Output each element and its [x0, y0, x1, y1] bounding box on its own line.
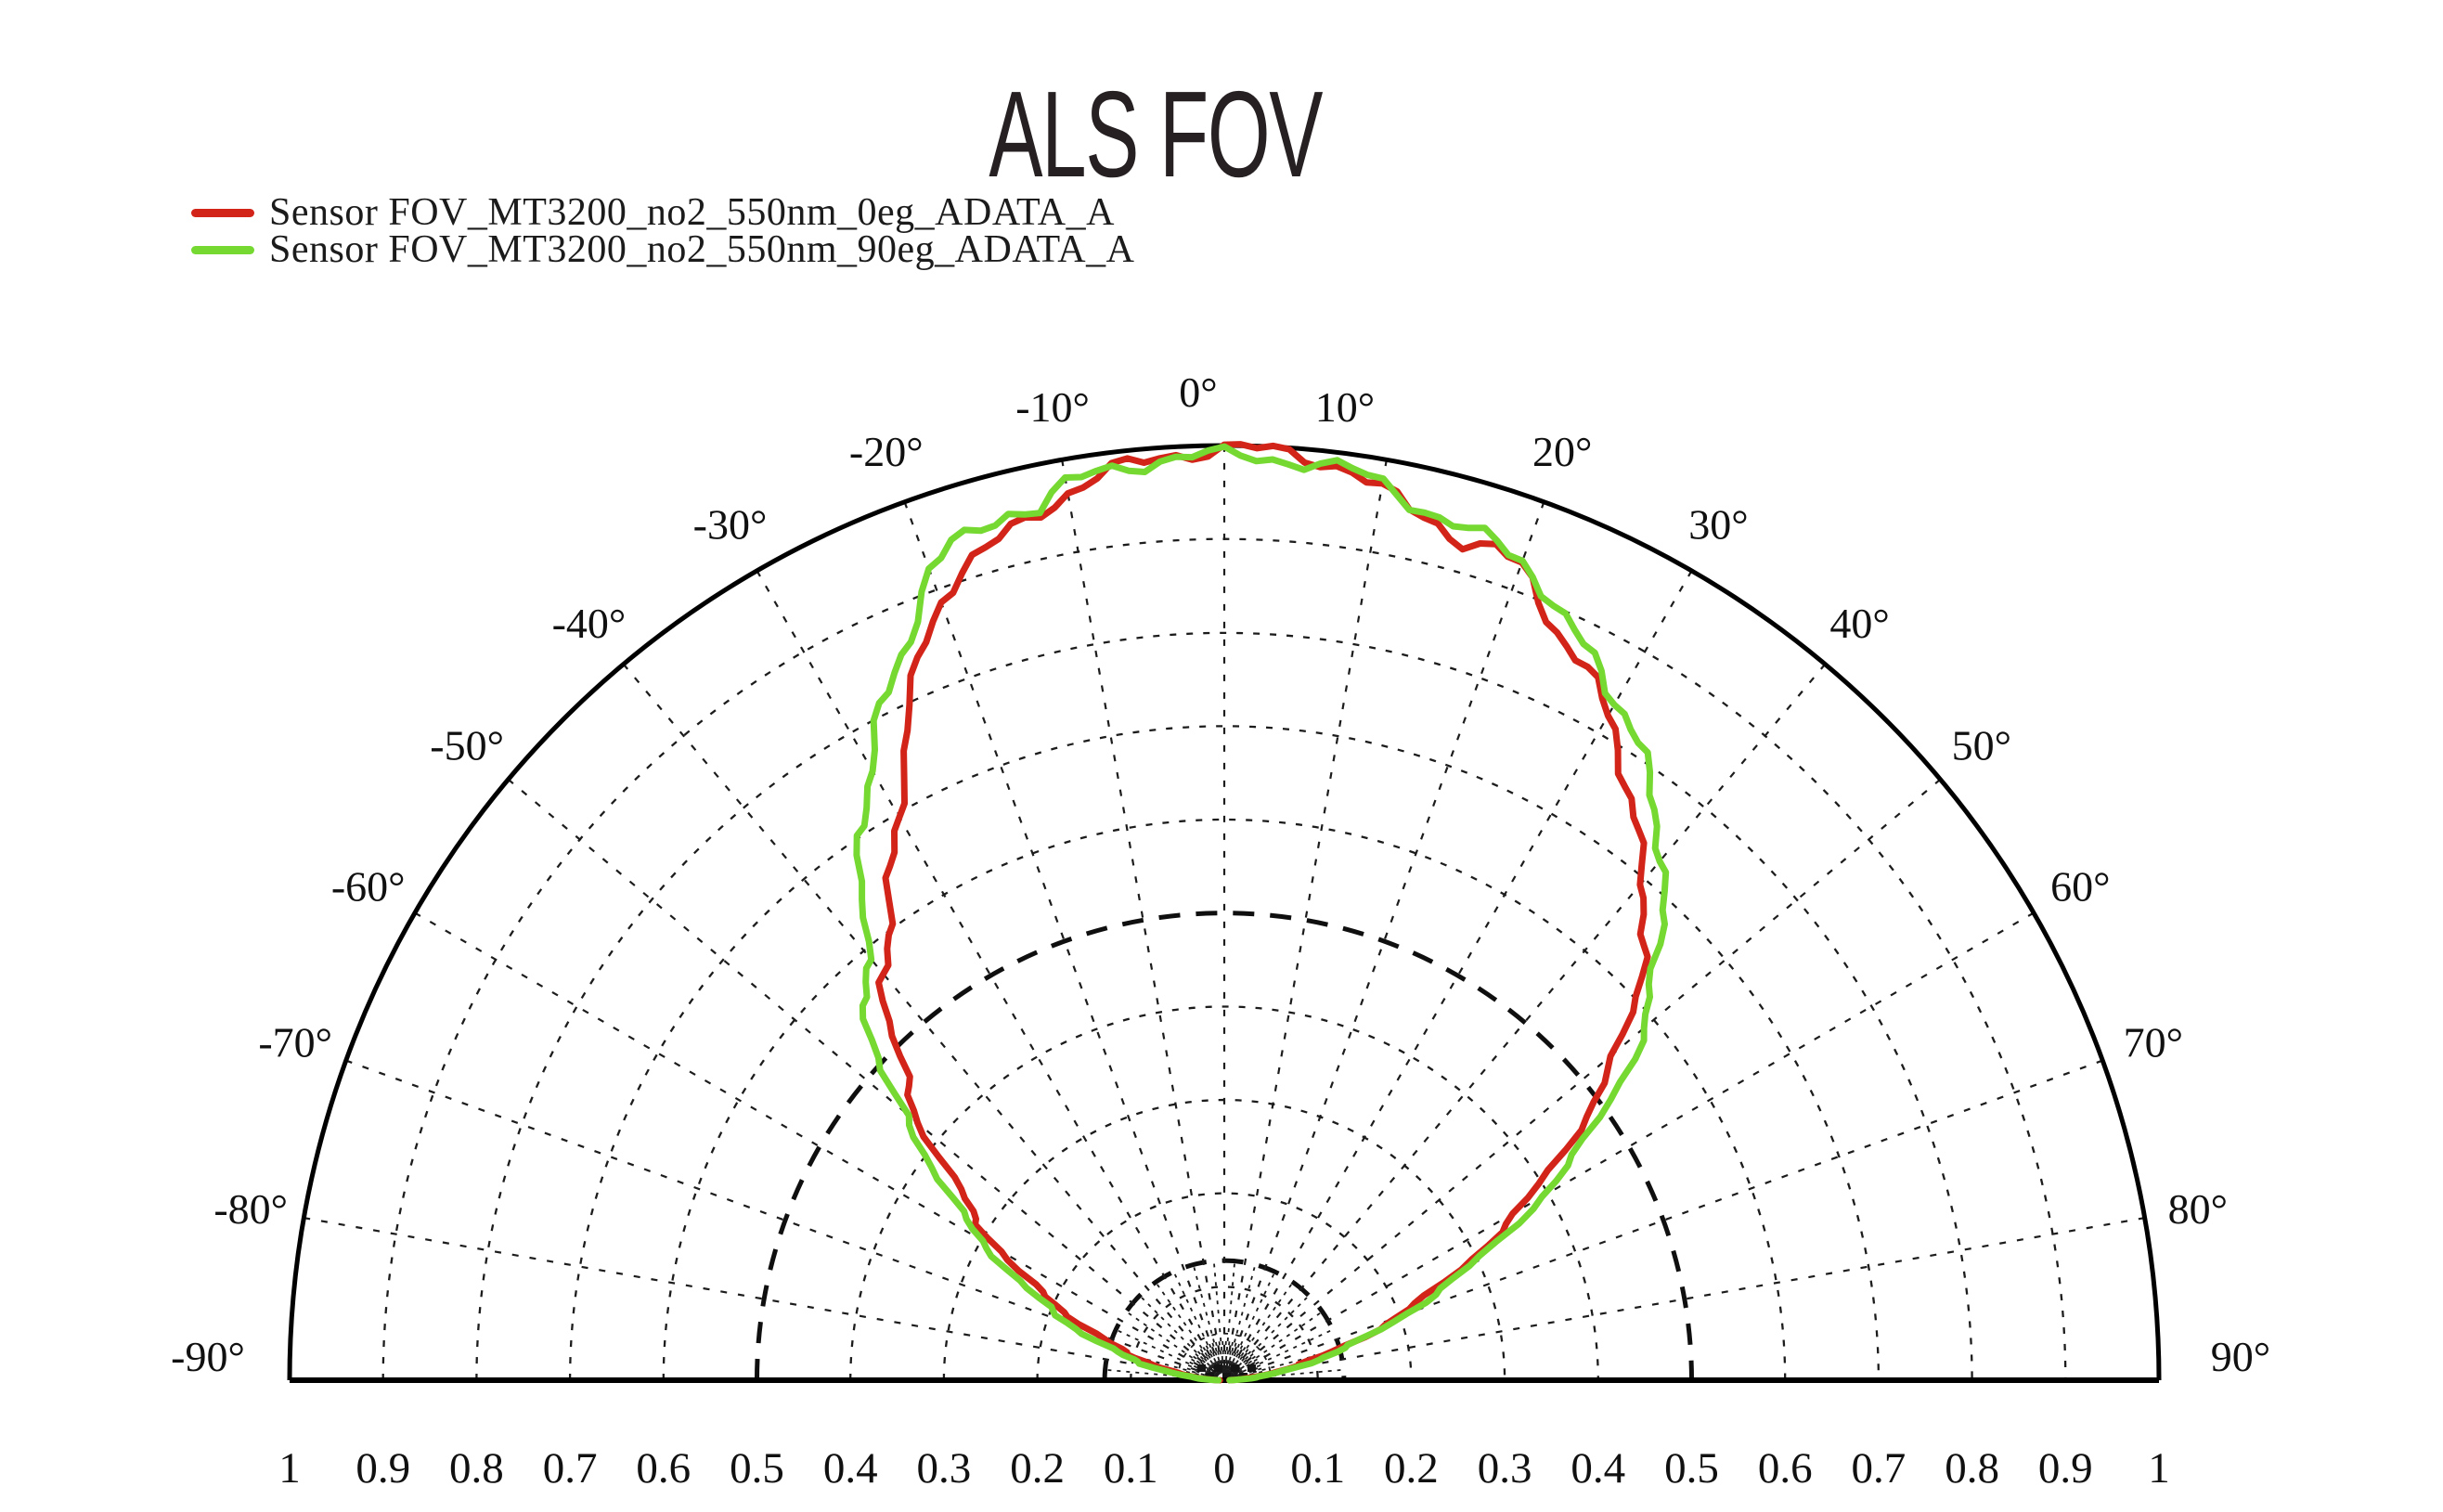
r-axis-label: 1: [278, 1444, 301, 1493]
r-axis-label: 0.2: [1010, 1444, 1065, 1493]
r-axis-label: 0.9: [2038, 1444, 2093, 1493]
angle-label: 0°: [1179, 368, 1217, 416]
angle-label: -10°: [1015, 383, 1090, 431]
spoke: [1233, 911, 2035, 1376]
center-fan-line: [1141, 1297, 1218, 1374]
center-fan-line: [1231, 1297, 1308, 1374]
angle-label: 80°: [2168, 1185, 2228, 1233]
angle-label: 30°: [1688, 501, 1748, 549]
angle-label: -50°: [430, 721, 504, 769]
spoke: [622, 663, 1219, 1373]
r-axis-label: 0.2: [1384, 1444, 1439, 1493]
legend-label-90eg: Sensor FOV_MT3200_no2_550nm_90eg_ADATA_A: [269, 228, 1135, 271]
spoke: [1234, 1217, 2145, 1379]
page-title: ALS FOV: [877, 66, 1434, 202]
angle-label: -60°: [331, 863, 406, 911]
legend-label-0eg: Sensor FOV_MT3200_no2_550nm_0eg_ADATA_A: [269, 191, 1115, 234]
angle-label: 20°: [1532, 428, 1592, 475]
spoke: [507, 778, 1217, 1375]
angle-label: -20°: [849, 428, 924, 475]
spoke: [903, 501, 1222, 1371]
angle-label: 60°: [2050, 863, 2110, 911]
angle-label: -90°: [171, 1333, 245, 1380]
r-axis-label: 0.5: [730, 1444, 784, 1493]
spoke: [345, 1059, 1215, 1377]
spoke: [756, 570, 1220, 1372]
angle-label: -80°: [213, 1185, 288, 1233]
r-axis-label: 0.7: [543, 1444, 598, 1493]
curve-90eg: [853, 443, 1670, 1384]
r-axis-label: 0.1: [1290, 1444, 1345, 1493]
legend-line-red: [191, 208, 254, 217]
angle-label: 40°: [1829, 600, 1889, 647]
r-axis-label: 0: [1213, 1444, 1235, 1493]
spoke: [1225, 459, 1388, 1370]
grid-circle: [475, 631, 1973, 1381]
spoke: [1229, 570, 1693, 1372]
center-hatch: [1214, 1364, 1222, 1372]
center-fan-line: [1226, 1267, 1256, 1370]
angle-label: 70°: [2124, 1019, 2183, 1066]
legend-item-90eg: Sensor FOV_MT3200_no2_550nm_90eg_ADATA_A: [191, 228, 1134, 271]
spoke: [1232, 778, 1942, 1375]
r-axis-label: 0.8: [449, 1444, 504, 1493]
center-hatch: [1247, 1364, 1256, 1372]
chart-title: ALS FOV: [989, 66, 1324, 202]
spoke: [1061, 459, 1223, 1370]
center-fan-line: [1193, 1267, 1222, 1370]
r-axis-label: 0.5: [1664, 1444, 1719, 1493]
angle-label: 10°: [1315, 383, 1375, 431]
grid-circle: [568, 725, 1881, 1381]
grid-circle: [849, 1005, 1599, 1381]
r-axis-label: 0.4: [823, 1444, 878, 1493]
r-axis-label: 0.9: [355, 1444, 410, 1493]
legend-item-0eg: Sensor FOV_MT3200_no2_550nm_0eg_ADATA_A: [191, 191, 1115, 234]
angle-label: 90°: [2211, 1333, 2270, 1380]
r-axis-label: 0.1: [1104, 1444, 1158, 1493]
grid-circle: [1036, 1192, 1413, 1381]
spoke: [1234, 1059, 2103, 1377]
r-axis-label: 0.3: [1478, 1444, 1532, 1493]
angle-label: 50°: [1952, 721, 2011, 769]
angle-label: -70°: [258, 1019, 332, 1066]
center-hatch: [1231, 1364, 1239, 1372]
spoke: [1230, 663, 1827, 1373]
angle-label: -30°: [693, 501, 768, 549]
r-axis-label: 0.8: [1945, 1444, 1999, 1493]
spoke: [304, 1217, 1214, 1379]
grid-circle-bold: [755, 911, 1694, 1381]
center-hatch: [1197, 1364, 1206, 1372]
r-axis-label: 0.4: [1570, 1444, 1625, 1493]
r-axis-label: 0.3: [917, 1444, 972, 1493]
r-axis-label: 1: [2148, 1444, 2170, 1493]
center-hatch: [1222, 1373, 1231, 1380]
legend-line-green: [191, 245, 254, 254]
spoke: [414, 911, 1216, 1376]
angle-label: -40°: [552, 600, 627, 647]
r-axis-label: 0.7: [1852, 1444, 1907, 1493]
r-axis-label: 0.6: [1758, 1444, 1813, 1493]
spoke: [1227, 501, 1545, 1371]
r-axis-label: 0.6: [636, 1444, 691, 1493]
